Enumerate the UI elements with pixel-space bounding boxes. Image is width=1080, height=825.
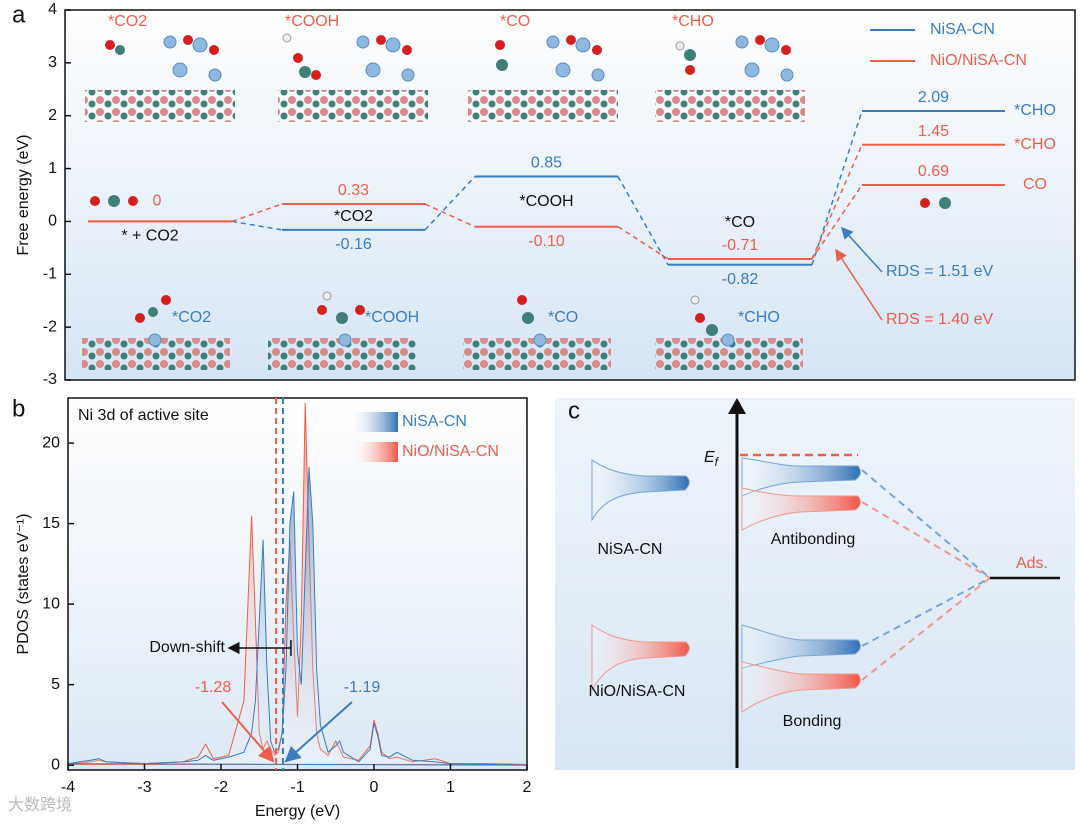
x-axis-title: Energy (eV) xyxy=(255,803,340,820)
y-tick-label: 5 xyxy=(51,676,60,693)
d-band-label: -1.19 xyxy=(344,679,381,696)
y-tick-label: 4 xyxy=(48,1,57,18)
legend-swatch xyxy=(353,442,398,462)
x-tick-label: -1 xyxy=(290,779,304,796)
x-tick-label: -3 xyxy=(137,779,151,796)
legend-swatch xyxy=(353,412,398,432)
fermi-label: Ef xyxy=(704,449,720,469)
value-label: -0.82 xyxy=(722,271,759,288)
band xyxy=(741,624,861,669)
y-tick-label: 0 xyxy=(48,213,57,230)
value-label: 0 xyxy=(153,193,162,210)
structure-label: *COOH xyxy=(285,13,339,30)
panel-c-bg xyxy=(555,398,1075,770)
value-label: 0.33 xyxy=(338,182,369,199)
structures xyxy=(82,33,951,370)
legend-label: NiSA-CN xyxy=(930,21,995,38)
state-label: *CHO xyxy=(1014,136,1056,153)
value-label: -0.71 xyxy=(722,237,759,254)
connector xyxy=(424,175,476,231)
rds-label: RDS = 1.51 eV xyxy=(886,263,994,280)
state-label: *CHO xyxy=(1014,102,1056,119)
orbital-label: Antibonding xyxy=(771,531,856,548)
state-label: *CO xyxy=(725,214,755,231)
value-label: -0.16 xyxy=(335,236,372,253)
structure-label: *CO xyxy=(548,309,578,326)
y-tick-label: 10 xyxy=(42,595,60,612)
structure-label: *CHO xyxy=(672,13,714,30)
y-axis-title: PDOS (states eV⁻¹) xyxy=(15,514,32,655)
fermi-subscript: f xyxy=(715,455,720,469)
value-label: 1.45 xyxy=(918,123,949,140)
y-tick-label: -2 xyxy=(43,318,57,335)
rds-label: RDS = 1.40 eV xyxy=(886,311,994,328)
rds-arrow xyxy=(840,226,883,273)
structure-label: *COOH xyxy=(365,309,419,326)
x-tick-label: 0 xyxy=(370,779,379,796)
structure-label: *CO xyxy=(500,13,530,30)
state-label: CO xyxy=(1023,176,1047,193)
y-axis-title: Free energy (eV) xyxy=(15,135,32,256)
adsorbate-label: Ads. xyxy=(1016,555,1048,572)
x-tick-label: 1 xyxy=(446,779,455,796)
structure-label: *CO2 xyxy=(172,309,211,326)
y-tick-label: 20 xyxy=(42,434,60,451)
connector xyxy=(617,226,669,260)
state-label: * + CO2 xyxy=(121,228,178,245)
chart-title: Ni 3d of active site xyxy=(78,407,209,424)
connector xyxy=(617,176,669,266)
y-tick-label: 1 xyxy=(48,160,57,177)
connector xyxy=(424,203,476,228)
panel-label: b xyxy=(12,395,25,422)
legend-label: NiSA-CN xyxy=(402,413,467,430)
connector xyxy=(811,144,863,260)
band-label: NiSA-CN xyxy=(598,541,663,558)
orbital-diagram: Ef NiSA-CN NiO/NiSA-CN Antibonding Bondi… xyxy=(568,397,1060,768)
orbital-label: Bonding xyxy=(783,713,842,730)
value-label: 0.85 xyxy=(531,155,562,172)
axis-arrow xyxy=(728,398,746,414)
label-arrow xyxy=(284,701,353,763)
value-label: -0.10 xyxy=(528,233,565,250)
y-tick-label: 3 xyxy=(48,54,57,71)
rds-arrow xyxy=(835,248,883,321)
y-tick-label: -3 xyxy=(43,371,57,388)
x-tick-label: -2 xyxy=(214,779,228,796)
value-label: 2.09 xyxy=(918,89,949,106)
frame xyxy=(64,9,1076,381)
x-tick-label: 2 xyxy=(523,779,532,796)
d-band-label: -1.28 xyxy=(195,679,232,696)
x-tick-label: -4 xyxy=(61,779,75,796)
pdos-curve xyxy=(67,467,528,766)
y-tick-label: 0 xyxy=(51,756,60,773)
watermark: 大数跨境 xyxy=(8,795,72,814)
state-label: *CO2 xyxy=(334,208,373,225)
band xyxy=(591,459,690,522)
connector xyxy=(811,184,863,260)
y-tick-label: 15 xyxy=(42,515,60,532)
band xyxy=(591,624,690,692)
panel-label: a xyxy=(12,1,26,28)
hybridization-lines xyxy=(861,469,991,681)
band xyxy=(741,487,861,531)
y-tick-label: 2 xyxy=(48,107,57,124)
band xyxy=(741,457,861,497)
legend-label: NiO/NiSA-CN xyxy=(930,52,1027,69)
legend-label: NiO/NiSA-CN xyxy=(402,443,499,460)
structure-label: *CHO xyxy=(738,309,780,326)
value-label: 0.69 xyxy=(918,163,949,180)
panel-label: c xyxy=(568,397,580,424)
band xyxy=(741,661,861,713)
annotation: Down-shift xyxy=(149,639,225,656)
state-label: *COOH xyxy=(519,193,573,210)
y-tick-label: -1 xyxy=(43,266,57,283)
structure-label: *CO2 xyxy=(108,13,147,30)
label-arrow xyxy=(221,701,275,763)
fermi-symbol: E xyxy=(704,449,715,466)
band-label: NiO/NiSA-CN xyxy=(589,683,686,700)
